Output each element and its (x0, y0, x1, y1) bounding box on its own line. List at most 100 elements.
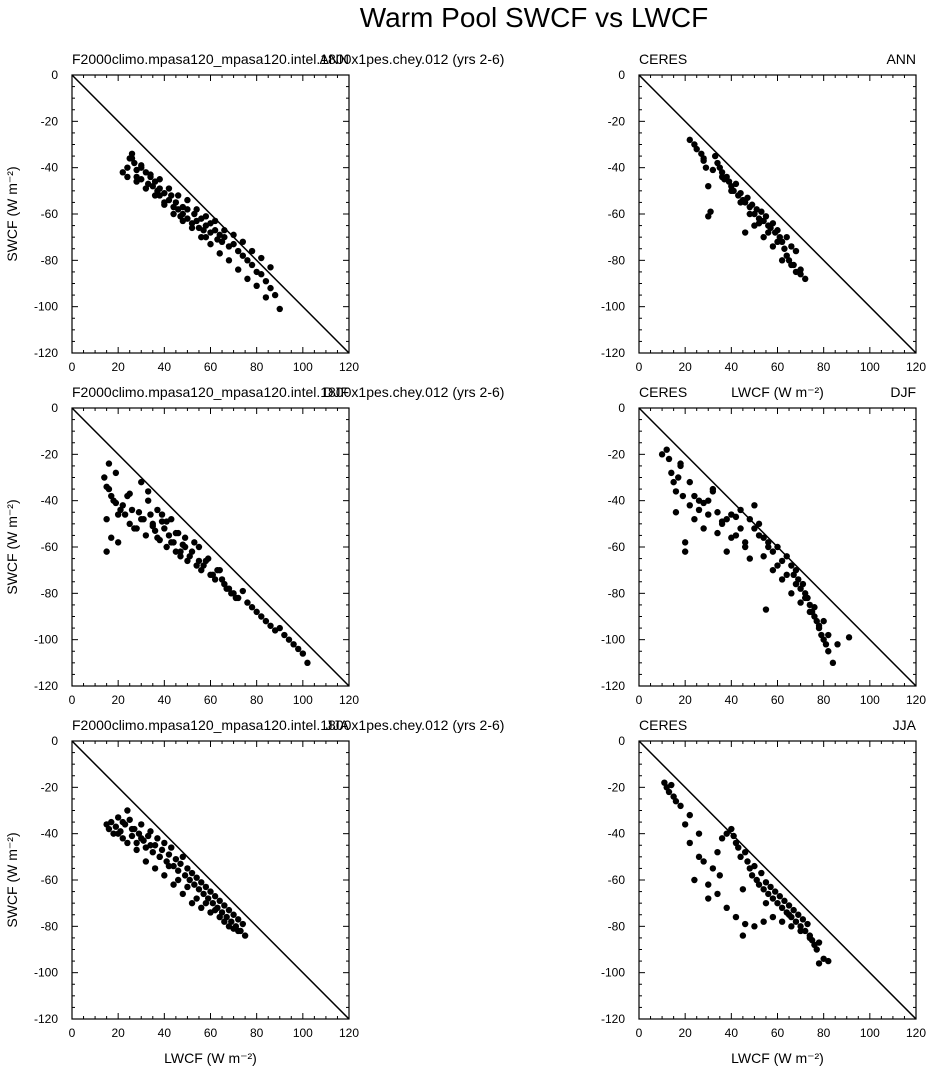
data-point (244, 257, 251, 264)
x-tick-label: 120 (906, 1026, 926, 1040)
data-point (677, 802, 684, 810)
data-point (822, 641, 830, 648)
data-point (739, 932, 747, 939)
y-tick-label: -20 (41, 447, 59, 461)
data-point (762, 606, 770, 613)
data-point (124, 164, 131, 171)
y-tick-label: -120 (34, 679, 58, 693)
data-point (695, 506, 703, 514)
data-point (760, 233, 767, 241)
data-point (737, 189, 744, 197)
data-point (686, 136, 693, 144)
data-point (774, 899, 781, 907)
data-point (746, 210, 753, 218)
data-point (202, 213, 210, 220)
data-point (751, 525, 758, 532)
data-point (103, 516, 110, 523)
data-point (681, 548, 689, 555)
data-point (755, 532, 763, 539)
y-tick-label: 0 (51, 401, 58, 415)
data-point (158, 518, 166, 525)
x-tick-label: 100 (860, 360, 880, 374)
data-point (184, 865, 191, 872)
y-axis-title: SWCF (W m⁻²) (4, 166, 20, 261)
data-point (168, 539, 175, 546)
data-point (158, 846, 166, 854)
data-point (792, 247, 800, 255)
data-point (758, 208, 765, 215)
one-to-one-line (71, 740, 350, 1020)
panel-left-label: F2000climo.mpasa120_mpasa120.intel.1800x… (72, 384, 504, 400)
x-tick-label: 100 (293, 1026, 313, 1040)
data-point (783, 233, 790, 241)
data-point (741, 543, 749, 551)
data-point (813, 946, 820, 953)
data-point (225, 906, 233, 914)
data-point (765, 229, 772, 236)
y-tick-label: 0 (51, 68, 58, 82)
data-point (195, 557, 203, 565)
data-point (765, 543, 772, 551)
x-tick-label: 60 (204, 360, 218, 374)
data-point (691, 516, 698, 523)
data-point (718, 835, 726, 842)
data-point (144, 488, 152, 495)
data-point (845, 634, 853, 641)
data-point (815, 622, 823, 629)
data-point (783, 553, 790, 560)
y-tick-label: -120 (34, 346, 58, 360)
data-point (730, 832, 737, 840)
y-tick-label: -100 (601, 300, 625, 314)
data-point (760, 918, 767, 925)
data-point (193, 206, 200, 213)
y-axis-title: SWCF (W m⁻²) (4, 832, 20, 927)
data-point (163, 543, 170, 551)
data-point (748, 201, 756, 208)
data-point (714, 890, 721, 898)
data-point (128, 155, 136, 162)
data-point (732, 513, 740, 521)
figure-title: Warm Pool SWCF vs LWCF (359, 2, 709, 33)
data-point (799, 580, 807, 588)
data-point (124, 807, 131, 814)
data-point (121, 511, 129, 518)
data-point (149, 849, 156, 856)
data-point (142, 185, 150, 192)
data-point (718, 169, 726, 176)
data-point (276, 624, 283, 632)
data-point (781, 897, 788, 905)
data-point (200, 562, 207, 569)
data-point (741, 849, 749, 856)
data-point (179, 890, 186, 898)
data-point (797, 923, 804, 930)
data-point (248, 604, 256, 611)
data-point (177, 553, 184, 560)
data-point (170, 210, 177, 218)
data-point (707, 208, 714, 215)
data-point (739, 886, 747, 893)
data-point (765, 539, 772, 546)
x-tick-label: 0 (636, 360, 643, 374)
data-point (785, 902, 793, 909)
data-point (802, 927, 809, 935)
one-to-one-line (71, 74, 350, 354)
y-tick-label: -100 (34, 300, 58, 314)
data-point (672, 488, 680, 495)
x-tick-label: 40 (158, 360, 172, 374)
y-tick-label: -20 (41, 780, 59, 794)
x-tick-label: 60 (771, 1026, 785, 1040)
data-point (267, 264, 274, 271)
data-point (737, 525, 744, 532)
data-point (184, 883, 191, 891)
x-tick-label: 100 (293, 693, 313, 707)
data-point (792, 566, 800, 574)
one-to-one-line (71, 407, 350, 687)
data-point (665, 788, 673, 796)
data-point (258, 271, 265, 278)
data-point (790, 906, 797, 914)
data-point (195, 886, 203, 893)
data-point (158, 511, 166, 518)
data-point (811, 604, 818, 611)
data-point (672, 509, 680, 516)
x-tick-label: 60 (204, 1026, 218, 1040)
